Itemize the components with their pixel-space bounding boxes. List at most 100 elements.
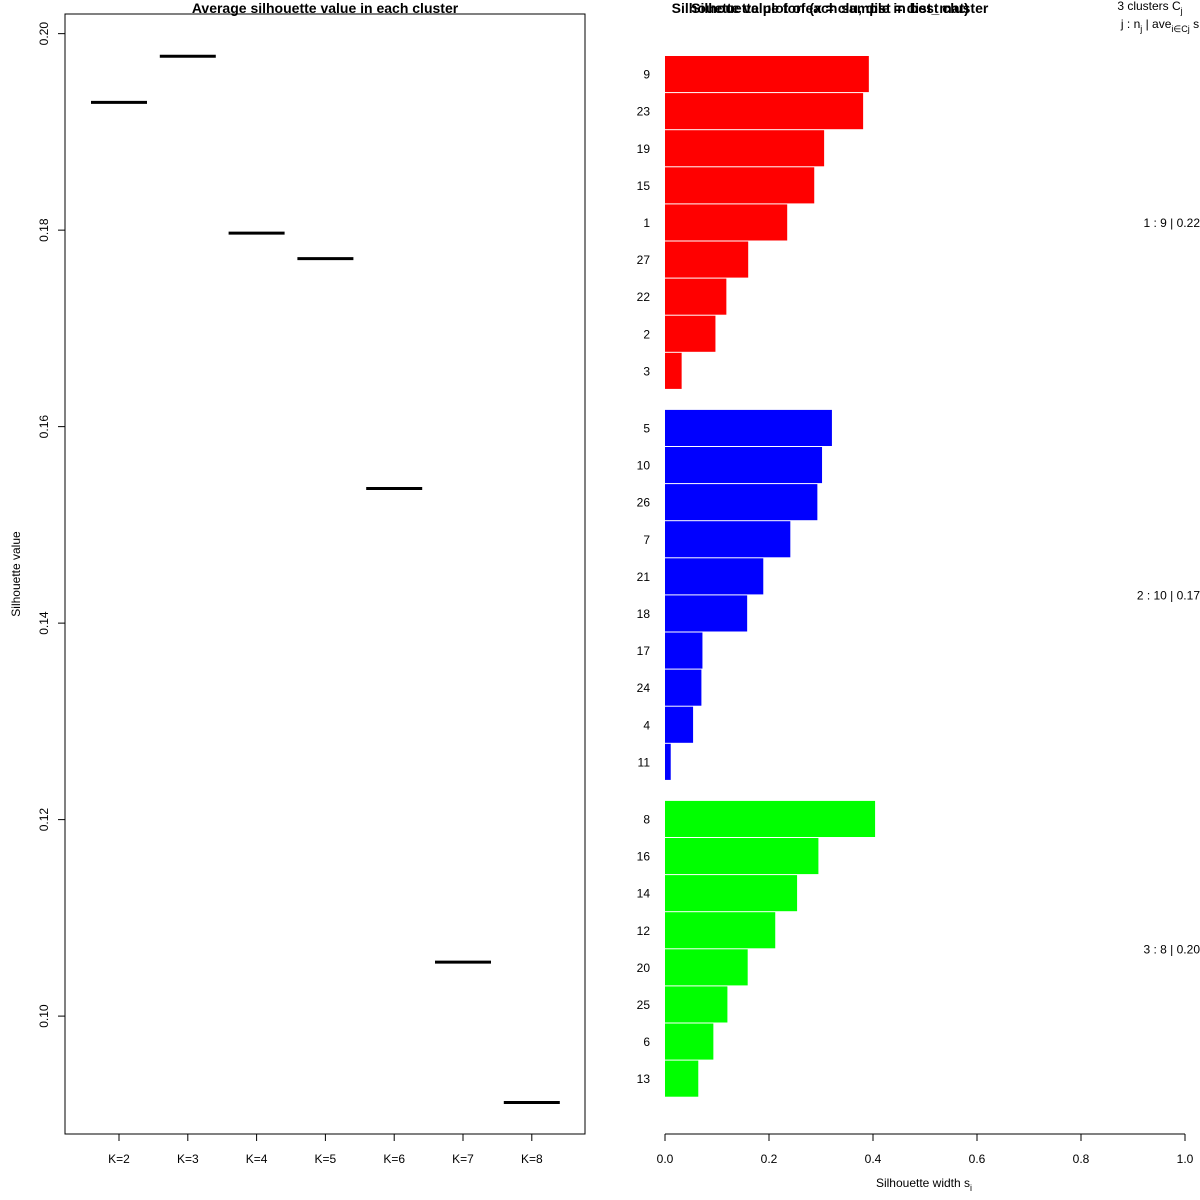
sample-label: 17 bbox=[637, 644, 651, 658]
left-x-tick-label: K=5 bbox=[315, 1152, 337, 1166]
silhouette-bar bbox=[665, 632, 703, 669]
left-y-tick-label: 0.12 bbox=[37, 808, 51, 832]
left-chart-title: Average silhouette value in each cluster bbox=[192, 0, 459, 16]
sample-label: 8 bbox=[643, 812, 650, 826]
right-x-axis: 0.0 0.2 0.4 0.6 0.8 1.0 bbox=[657, 1133, 1194, 1166]
sample-label: 2 bbox=[643, 327, 650, 341]
legend-header-line1-text: 3 clusters C bbox=[1117, 0, 1181, 13]
right-x-tick-label: 0.6 bbox=[969, 1152, 986, 1166]
legend-header-line2-sub: j bbox=[1139, 24, 1142, 34]
sample-label: 3 bbox=[643, 364, 650, 378]
cluster-summary: 2 : 10 | 0.17 bbox=[1137, 588, 1200, 602]
silhouette-bar bbox=[665, 167, 815, 204]
sample-label: 15 bbox=[637, 179, 651, 193]
sample-label: 22 bbox=[637, 290, 651, 304]
left-x-tick-label: K=8 bbox=[521, 1152, 543, 1166]
left-x-axis: K=2 K=3 K=4 K=5 K=6 K=7 K=8 bbox=[108, 1134, 543, 1166]
cluster-summary: 1 : 9 | 0.22 bbox=[1144, 216, 1200, 230]
silhouette-bar bbox=[665, 986, 728, 1023]
sample-label: 10 bbox=[637, 459, 651, 473]
sample-label: 21 bbox=[637, 570, 651, 584]
right-x-axis-label-sub: i bbox=[970, 1183, 972, 1193]
legend-header-line2: j : nj | avei∈Cj s bbox=[1120, 17, 1199, 34]
silhouette-bar bbox=[665, 1060, 699, 1097]
sample-label: 26 bbox=[637, 496, 651, 510]
left-y-axis-label: Silhouette value bbox=[9, 531, 23, 617]
silhouette-bar bbox=[665, 800, 876, 837]
right-chart-overlay-title: Silhouette plot of (x = clu, dist = dist… bbox=[691, 0, 969, 16]
sample-label: 1 bbox=[643, 216, 650, 230]
silhouette-bar bbox=[665, 949, 748, 986]
silhouette-bar bbox=[665, 743, 671, 780]
silhouette-bar bbox=[665, 838, 819, 875]
right-x-tick-label: 0.0 bbox=[657, 1152, 674, 1166]
sample-label: 9 bbox=[643, 68, 650, 82]
silhouette-bar bbox=[665, 278, 727, 315]
sample-label: 4 bbox=[643, 718, 650, 732]
legend-header-line2-rest: | ave bbox=[1142, 17, 1171, 31]
sample-label: 11 bbox=[638, 755, 651, 769]
left-x-tick-label: K=2 bbox=[108, 1152, 130, 1166]
left-plot-frame bbox=[64, 13, 586, 1135]
sample-label: 16 bbox=[637, 850, 651, 864]
silhouette-bar bbox=[665, 1023, 714, 1060]
left-data-marks bbox=[91, 54, 560, 1105]
left-y-tick-label: 0.16 bbox=[37, 415, 51, 439]
right-panel: Silhouette value for each sample in best… bbox=[637, 0, 1200, 1193]
silhouette-bar bbox=[665, 130, 825, 167]
sample-label: 20 bbox=[637, 961, 651, 975]
silhouette-bar bbox=[665, 595, 748, 632]
silhouette-bar bbox=[665, 484, 818, 521]
legend-header-line1-sub: j bbox=[1180, 6, 1183, 16]
right-x-tick-label: 0.2 bbox=[761, 1152, 778, 1166]
right-x-tick-label: 0.4 bbox=[865, 1152, 882, 1166]
left-panel: Average silhouette value in each cluster… bbox=[9, 0, 586, 1166]
right-x-tick-label: 1.0 bbox=[1177, 1152, 1194, 1166]
silhouette-bar bbox=[665, 241, 749, 278]
left-x-tick-label: K=7 bbox=[452, 1152, 474, 1166]
left-y-axis: 0.10 0.12 0.14 0.16 0.18 0.20 bbox=[37, 22, 65, 1028]
silhouette-bar bbox=[665, 558, 764, 595]
right-x-tick-label: 0.8 bbox=[1073, 1152, 1090, 1166]
sample-label: 27 bbox=[637, 253, 651, 267]
right-x-axis-label: Silhouette width si bbox=[876, 1176, 972, 1193]
silhouette-bar bbox=[665, 447, 823, 484]
silhouette-bar bbox=[665, 56, 869, 93]
left-x-tick-label: K=3 bbox=[177, 1152, 199, 1166]
silhouette-bar bbox=[665, 93, 864, 130]
right-chart-title: Silhouette value for each sample in best… bbox=[672, 0, 989, 16]
left-x-tick-label: K=6 bbox=[383, 1152, 405, 1166]
left-y-tick-label: 0.10 bbox=[37, 1004, 51, 1028]
sample-label: 25 bbox=[637, 998, 651, 1012]
sample-label: 7 bbox=[643, 533, 650, 547]
left-y-tick-label: 0.14 bbox=[37, 611, 51, 635]
legend-header-line2-end: s bbox=[1190, 17, 1199, 31]
sample-label: 14 bbox=[637, 887, 651, 901]
legend-header-line2-text: j : n bbox=[1120, 17, 1140, 31]
right-x-axis-label-text: Silhouette width s bbox=[876, 1176, 970, 1190]
sample-label: 23 bbox=[637, 105, 651, 119]
sample-label: 19 bbox=[637, 142, 651, 156]
sample-label: 5 bbox=[643, 421, 650, 435]
sample-label: 13 bbox=[637, 1072, 651, 1086]
cluster-summary: 3 : 8 | 0.20 bbox=[1144, 942, 1200, 956]
silhouette-bar bbox=[665, 669, 702, 706]
silhouette-bar bbox=[665, 409, 832, 446]
sample-label: 18 bbox=[637, 607, 651, 621]
silhouette-bar bbox=[665, 521, 791, 558]
sample-label: 24 bbox=[637, 681, 651, 695]
left-x-tick-label: K=4 bbox=[246, 1152, 268, 1166]
silhouette-bar bbox=[665, 875, 798, 912]
silhouette-bar bbox=[665, 912, 776, 949]
silhouette-bar bbox=[665, 352, 682, 389]
sample-label: 6 bbox=[643, 1035, 650, 1049]
left-y-tick-label: 0.20 bbox=[37, 22, 51, 46]
left-y-tick-label: 0.18 bbox=[37, 218, 51, 242]
sample-label: 12 bbox=[637, 924, 651, 938]
silhouette-bar bbox=[665, 706, 694, 743]
legend-header-line2-sub2: i∈Cj bbox=[1171, 24, 1189, 34]
silhouette-bar bbox=[665, 315, 716, 352]
legend-header-line1: 3 clusters Cj bbox=[1117, 0, 1182, 16]
